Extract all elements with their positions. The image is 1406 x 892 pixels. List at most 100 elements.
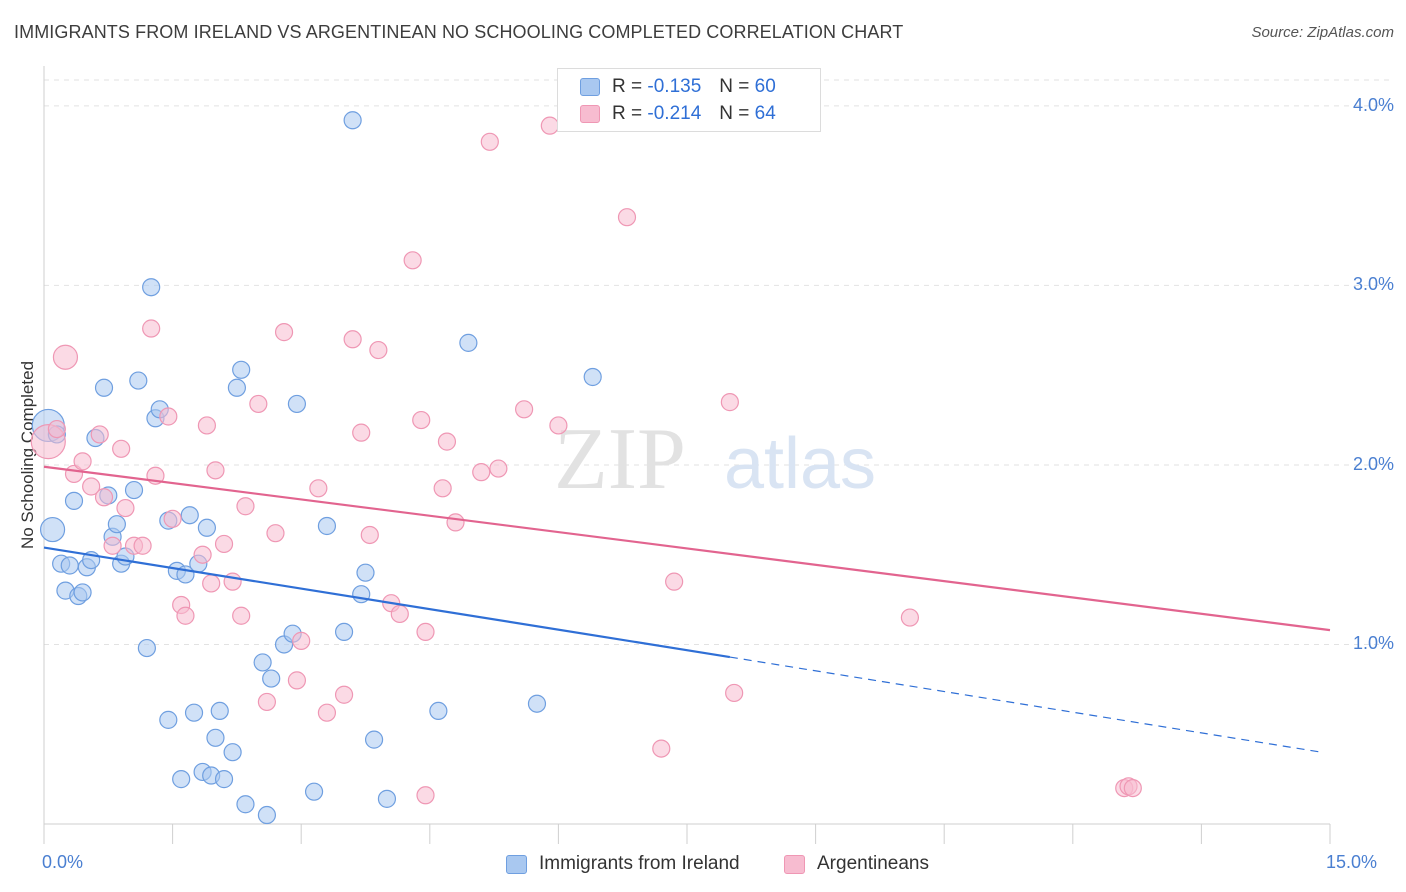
- argentina-point: [52, 344, 79, 370]
- argentina-point: [133, 536, 152, 555]
- ireland-point: [232, 360, 251, 379]
- legend-swatch-argentina: [784, 854, 805, 874]
- ireland-point: [94, 378, 114, 397]
- ireland-point: [253, 653, 272, 672]
- argentina-point: [416, 622, 435, 642]
- ireland-point: [172, 770, 191, 789]
- argentina-point: [480, 132, 499, 151]
- argentina-point: [142, 319, 161, 338]
- argentina-r-value: -0.214: [647, 103, 702, 124]
- ireland-point: [107, 515, 126, 534]
- ireland-point: [197, 518, 216, 537]
- argentina-point: [266, 524, 285, 543]
- watermark-atlas: atlas: [724, 424, 876, 504]
- argentina-point: [176, 606, 195, 625]
- legend-swatch-ireland: [506, 854, 527, 874]
- ireland-point: [184, 703, 204, 722]
- y-tick-label: 2.0%: [1352, 453, 1394, 474]
- ireland-point: [60, 556, 79, 575]
- trend-lines: [43, 465, 1331, 753]
- ireland-point: [137, 638, 156, 658]
- watermark-zip: ZIP: [554, 411, 686, 508]
- argentina-point: [540, 116, 559, 135]
- argentina-point: [446, 513, 465, 532]
- argentina-point: [369, 340, 388, 360]
- argentina-trend-line: [43, 465, 1331, 632]
- ireland-swatch: [580, 78, 600, 96]
- ireland-point: [129, 371, 148, 390]
- ireland-point: [214, 770, 234, 789]
- n-label: N =: [719, 103, 750, 124]
- argentina-point: [274, 323, 294, 342]
- ireland-point: [159, 710, 178, 729]
- argentina-point: [416, 786, 435, 805]
- r-label: R =: [612, 103, 643, 124]
- argentina-point: [159, 407, 178, 426]
- ireland-point: [262, 669, 281, 688]
- legend-label-ireland: Immigrants from Ireland: [539, 853, 740, 874]
- ireland-point: [64, 491, 84, 510]
- argentina-point: [287, 671, 307, 690]
- argentina-swatch: [580, 105, 600, 123]
- argentina-point: [665, 572, 684, 591]
- ireland-points: [31, 111, 602, 825]
- ireland-point: [236, 795, 255, 814]
- ireland-point: [210, 701, 229, 721]
- ireland-trend-line: [43, 546, 731, 659]
- y-tick-label: 1.0%: [1352, 633, 1394, 654]
- ireland-point: [180, 506, 199, 525]
- legend-item-ireland: Immigrants from Ireland: [506, 853, 740, 875]
- ireland-point: [317, 516, 337, 536]
- y-tick-label: 4.0%: [1352, 94, 1394, 115]
- argentina-point: [489, 459, 508, 478]
- argentina-point: [549, 416, 568, 435]
- argentina-point: [206, 461, 225, 480]
- argentina-point: [725, 683, 744, 703]
- argentina-point: [343, 330, 362, 349]
- ireland-point: [39, 516, 66, 543]
- argentina-point: [232, 606, 251, 625]
- stats-row-ireland: R = -0.135 N = 60: [580, 76, 776, 98]
- ireland-point: [124, 480, 144, 500]
- argentina-point: [352, 423, 371, 442]
- argentina-point: [112, 439, 131, 458]
- x-tick-min: 0.0%: [42, 852, 84, 872]
- argentina-point: [390, 604, 409, 624]
- argentina-point: [292, 631, 311, 650]
- ireland-point: [343, 111, 362, 130]
- argentina-points: [30, 116, 1142, 805]
- argentina-point: [90, 425, 109, 444]
- stats-legend: R = -0.135 N = 60 R = -0.214 N = 64: [557, 68, 821, 132]
- argentina-point: [202, 574, 221, 593]
- argentina-point: [720, 393, 739, 412]
- argentina-point: [360, 525, 379, 545]
- ireland-point: [304, 782, 324, 801]
- ireland-point: [142, 278, 161, 297]
- ireland-point: [583, 367, 602, 387]
- argentina-point: [403, 251, 422, 270]
- ireland-point: [364, 730, 384, 749]
- argentina-point: [334, 685, 354, 704]
- argentina-point: [47, 419, 66, 439]
- chart-title: IMMIGRANTS FROM IRELAND VS ARGENTINEAN N…: [14, 22, 904, 42]
- argentina-point: [249, 394, 268, 414]
- source-label: Source: ZipAtlas.com: [1251, 24, 1394, 41]
- y-tick-label: 3.0%: [1352, 274, 1394, 295]
- argentina-point: [515, 400, 534, 419]
- argentina-point: [94, 488, 114, 507]
- argentina-point: [236, 497, 255, 516]
- legend-label-argentina: Argentineans: [817, 853, 929, 874]
- argentina-point: [73, 452, 92, 471]
- argentina-point: [472, 463, 491, 482]
- ireland-point: [227, 378, 246, 397]
- ireland-r-value: -0.135: [647, 76, 702, 97]
- argentina-point: [103, 536, 122, 555]
- argentina-point: [197, 416, 216, 435]
- ireland-point: [73, 583, 92, 602]
- argentina-point: [257, 692, 277, 712]
- argentina-point: [193, 545, 212, 564]
- ireland-point: [527, 694, 547, 713]
- x-tick-max: 15.0%: [1326, 852, 1378, 872]
- argentina-point: [317, 703, 337, 722]
- legend-item-argentina: Argentineans: [784, 853, 929, 875]
